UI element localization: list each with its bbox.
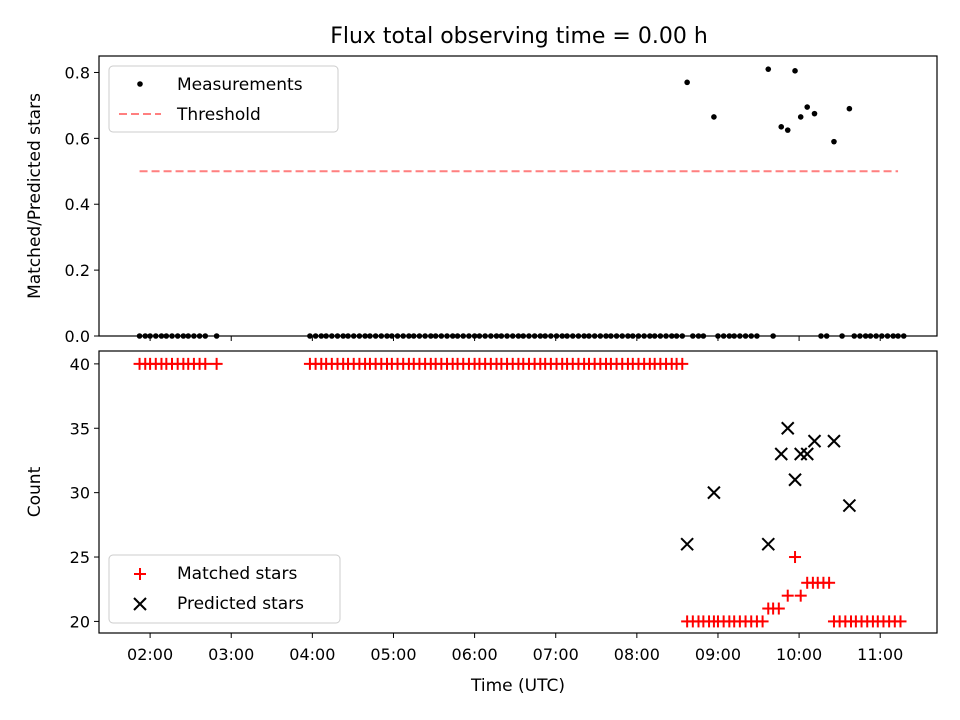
x-tick-label: 07:00	[533, 645, 579, 664]
bottom-axes-frame	[98, 350, 938, 634]
matched-star-point	[199, 357, 212, 370]
top-y-tick-label: 0.6	[65, 129, 90, 148]
matched-star-point	[772, 602, 785, 615]
legend-matched-label: Matched stars	[177, 564, 297, 584]
x-tick-label: 09:00	[695, 645, 741, 664]
x-tick-label: 05:00	[370, 645, 416, 664]
measurement-point	[711, 114, 717, 120]
predicted-star-point	[781, 421, 795, 435]
top-y-tick-label: 0.2	[65, 261, 90, 280]
figure-title: Flux total observing time = 0.00 h	[330, 24, 708, 49]
bottom-x-ticks: 02:00 03:00 04:00 05:00 06:00 07:00 08:00 09:00…	[127, 633, 903, 664]
matched-star-point	[823, 576, 836, 589]
measurement-point	[778, 124, 785, 130]
top-x-ticks	[149, 336, 881, 341]
top-y-axis-label: Matched/Predicted stars	[25, 93, 45, 299]
predicted-star-point	[794, 447, 808, 461]
matched-star-point	[756, 615, 769, 628]
x-tick-label: 06:00	[452, 645, 498, 664]
legend-matched-marker	[134, 568, 146, 580]
measurement-point	[684, 79, 690, 86]
top-y-tick-label: 0.0	[65, 327, 90, 346]
top-axes-frame	[98, 55, 938, 337]
legend-measurements-label: Measurements	[177, 75, 303, 95]
x-tick-label: 08:00	[614, 645, 660, 664]
x-tick-label: 02:00	[127, 645, 173, 664]
top-y-tick-label: 0.8	[65, 63, 90, 82]
measurement-point	[797, 114, 804, 120]
bottom-y-tick-label: 40	[70, 355, 90, 374]
predicted-star-point	[680, 537, 694, 551]
matched-star-point	[894, 615, 907, 628]
legend-predicted-marker	[133, 597, 147, 611]
x-tick-label: 03:00	[208, 645, 254, 664]
legend-measurements-marker	[137, 81, 143, 87]
measurement-point	[811, 110, 818, 117]
matched-star-point	[210, 357, 223, 370]
predicted-star-point	[827, 434, 841, 448]
measurement-point	[784, 127, 791, 133]
x-axis-label: Time (UTC)	[470, 676, 565, 696]
top-legend: Measurements Threshold	[108, 65, 339, 133]
legend-threshold-label: Threshold	[176, 105, 261, 125]
predicted-star-point	[788, 473, 802, 487]
x-tick-label: 04:00	[289, 645, 335, 664]
bottom-legend: Matched stars Predicted stars	[108, 554, 341, 624]
measurement-point	[792, 68, 798, 74]
top-panel: 0.00.20.40.60.8 Matched/Predicted stars …	[25, 55, 938, 346]
predicted-star-point	[774, 447, 788, 461]
x-tick-label: 11:00	[857, 645, 903, 664]
measurement-point	[804, 104, 811, 110]
measurement-point	[846, 105, 853, 112]
legend-predicted-label: Predicted stars	[177, 594, 304, 614]
bottom-y-tick-label: 25	[70, 548, 90, 567]
bottom-y-axis-label: Count	[25, 466, 45, 517]
bottom-y-tick-label: 30	[70, 484, 90, 503]
measurement-point	[765, 66, 772, 72]
top-legend-box	[108, 65, 339, 133]
bottom-legend-box	[108, 554, 341, 624]
x-tick-label: 10:00	[776, 645, 822, 664]
top-y-tick-label: 0.4	[65, 195, 90, 214]
predicted-star-point	[800, 447, 814, 461]
top-plot-marks	[136, 66, 907, 339]
matched-star-point	[794, 589, 807, 602]
predicted-star-point	[761, 537, 775, 551]
predicted-star-point	[807, 434, 822, 448]
top-y-ticks: 0.0 0.2 0.4 0.6 0.8	[65, 63, 99, 346]
bottom-y-tick-label: 35	[70, 419, 90, 438]
matched-star-point	[676, 357, 689, 370]
predicted-star-point	[707, 485, 721, 500]
matched-star-point	[789, 551, 802, 564]
bottom-plot-marks	[133, 357, 907, 628]
bottom-y-ticks: 20 25 30 35 40	[70, 355, 99, 631]
matched-star-point	[781, 589, 794, 602]
bottom-y-tick-label: 20	[70, 612, 90, 631]
predicted-star-point	[842, 498, 857, 513]
measurement-point	[831, 138, 837, 145]
bottom-panel: 20 25 30 35 40 02:00 03:00 04:00 05:00 06:00 07:0…	[25, 350, 938, 696]
